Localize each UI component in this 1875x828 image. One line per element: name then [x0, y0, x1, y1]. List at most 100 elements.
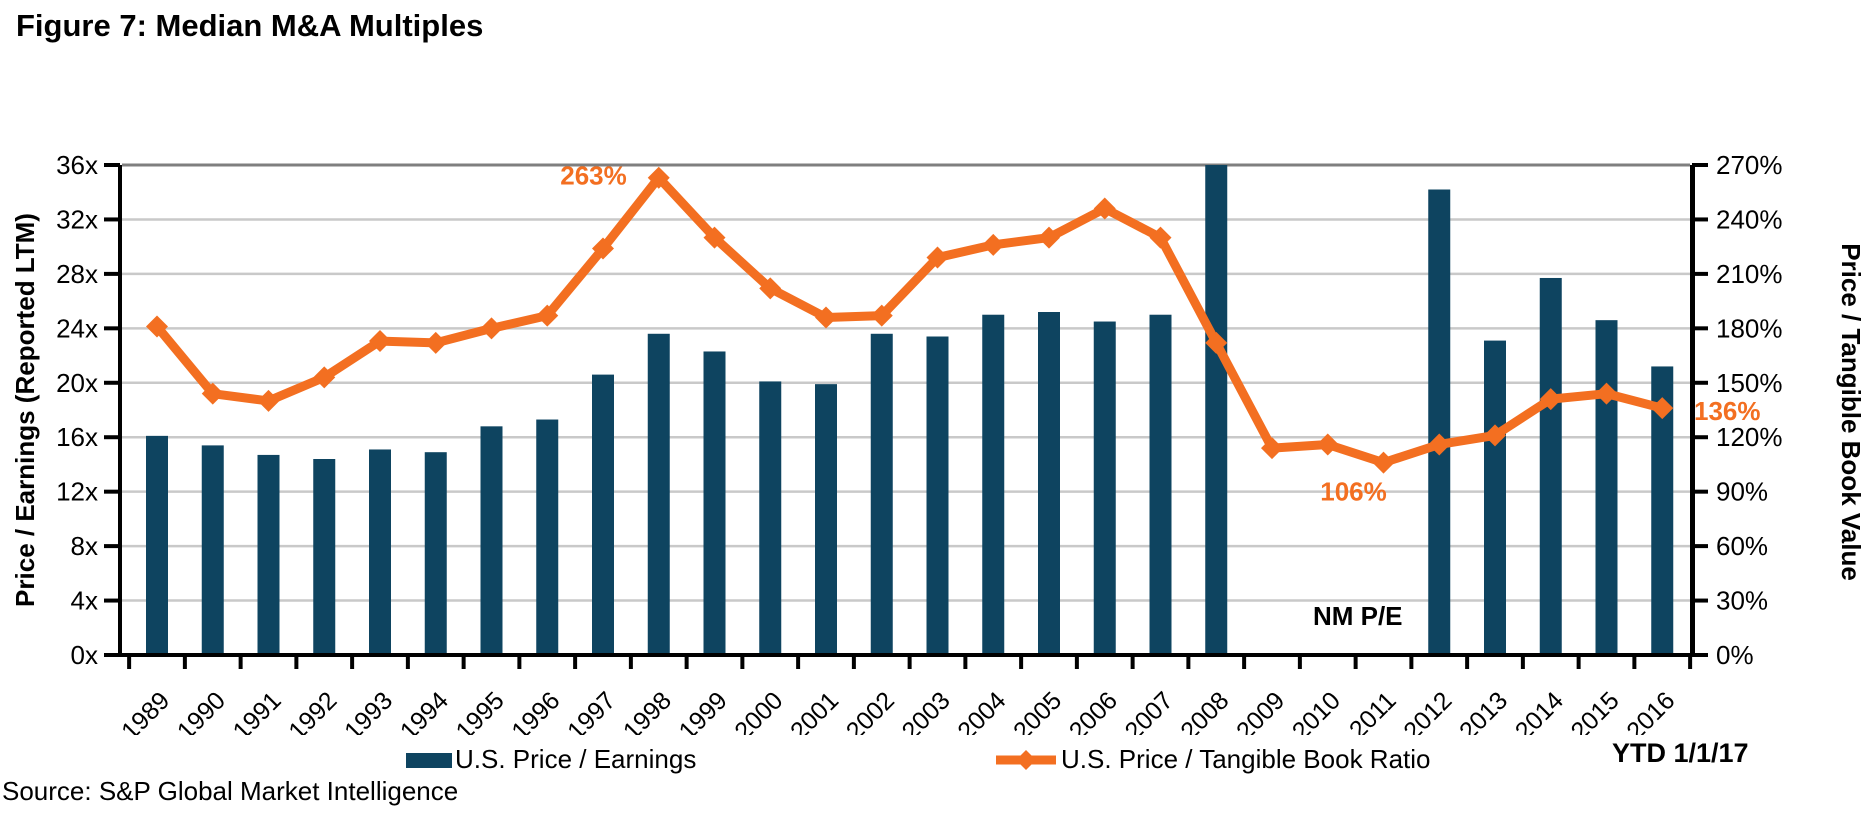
line-marker-1989	[146, 315, 168, 338]
line-marker-2006	[1093, 197, 1116, 220]
x-axis-year-label: 2016	[1621, 686, 1680, 735]
left-axis-tick-label: 8x	[71, 531, 98, 561]
x-axis-year-label: 2011	[1344, 686, 1402, 735]
x-axis-year-label: 2009	[1231, 686, 1290, 735]
right-axis-tick-label: 210%	[1716, 259, 1783, 289]
bar-2016	[1651, 366, 1674, 655]
bar-2012	[1428, 189, 1451, 655]
x-axis-year-label: 2000	[729, 686, 788, 735]
x-axis-year-label: 2008	[1175, 686, 1234, 735]
right-axis-title: Price / Tangible Book Value	[1836, 243, 1866, 581]
x-axis-year-label: 1997	[562, 686, 621, 735]
x-axis-year-label: 1994	[395, 686, 454, 735]
line-marker-2002	[870, 304, 893, 327]
line-marker-2001	[815, 306, 837, 329]
x-axis-year-label: 2015	[1566, 686, 1625, 735]
bar-1990	[201, 445, 224, 655]
bar-2000	[759, 381, 782, 655]
bar-1999	[703, 351, 726, 655]
tangible-book-line	[153, 173, 1664, 468]
bar-1997	[592, 374, 614, 655]
x-axis-year-label: 2007	[1120, 686, 1179, 735]
line-marker-2000	[759, 277, 782, 300]
right-axis-tick-label: 180%	[1716, 313, 1783, 343]
annotation-trough-value: 106%	[1320, 477, 1387, 507]
line-marker-1991	[257, 389, 280, 412]
figure-title: Figure 7: Median M&A Multiples	[16, 8, 484, 43]
right-axis-tick-label: 150%	[1716, 368, 1783, 398]
bar-1994	[424, 452, 447, 655]
bar-2004	[982, 314, 1005, 655]
line-marker-1993	[369, 330, 391, 353]
left-axis-tick-label: 28x	[56, 259, 98, 289]
bar-1995	[480, 426, 503, 655]
right-axis-tick-label: 0%	[1716, 640, 1754, 670]
bar-2015	[1595, 320, 1618, 655]
right-axis-tick-label: 270%	[1716, 150, 1783, 180]
x-axis-year-label: 2013	[1454, 686, 1513, 735]
bar-2014	[1539, 277, 1562, 655]
bar-2013	[1484, 340, 1506, 655]
line-marker-2003	[926, 246, 949, 269]
x-axis-year-label: 2003	[897, 686, 956, 735]
source-attribution: Source: S&P Global Market Intelligence	[2, 776, 459, 806]
line-marker-1990	[201, 382, 224, 405]
bar-2001	[815, 384, 837, 655]
x-axis-year-label: 1993	[339, 686, 398, 735]
left-axis-tick-label: 4x	[71, 586, 98, 616]
line-series-label: U.S. Price / Tangible Book Ratio	[1061, 744, 1431, 774]
x-axis-year-label: 1998	[618, 686, 677, 735]
left-axis-tick-label: 0x	[71, 640, 98, 670]
x-axis-spine	[116, 653, 1696, 657]
left-axis-tick-label: 20x	[56, 368, 98, 398]
x-axis-year-label: 1989	[116, 686, 175, 735]
left-axis-tick-label: 24x	[56, 313, 98, 343]
x-axis-year-label: 2014	[1510, 686, 1569, 735]
bar-1991	[257, 454, 280, 655]
x-axis-year-label: 2002	[841, 686, 900, 735]
x-axis-year-label: 1996	[506, 686, 565, 735]
legend-item-price-earnings: U.S. Price / Earnings	[406, 744, 696, 775]
annotation-peak-value: 263%	[560, 161, 627, 191]
annotation-nm-pe: NM P/E	[1313, 601, 1403, 631]
line-marker-1992	[313, 366, 336, 389]
bar-2008	[1205, 165, 1228, 655]
line-marker-1995	[480, 317, 503, 340]
left-axis-title: Price / Earnings (Reported LTM)	[10, 213, 40, 607]
right-axis-tick-label: 120%	[1716, 422, 1783, 452]
line-marker-2016	[1651, 397, 1674, 420]
line-marker-2014	[1539, 388, 1562, 411]
right-axis-tick-label: 90%	[1716, 477, 1768, 507]
right-axis-spine	[1690, 165, 1695, 655]
left-axis-tick-label: 32x	[56, 204, 98, 234]
bar-series-label: U.S. Price / Earnings	[455, 744, 697, 774]
bar-2007	[1149, 314, 1172, 655]
line-marker-2010	[1316, 433, 1339, 456]
bar-2005	[1038, 312, 1060, 655]
bar-1998	[647, 333, 670, 655]
line-marker-2007	[1149, 226, 1172, 249]
bar-1993	[369, 449, 391, 655]
x-axis-year-label: 1999	[674, 686, 733, 735]
line-marker-1996	[536, 304, 559, 327]
line-marker-2015	[1595, 382, 1618, 405]
line-marker-1997	[592, 237, 614, 260]
left-axis-tick-label: 16x	[56, 422, 98, 452]
line-marker-2013	[1484, 424, 1506, 447]
bar-1996	[536, 419, 559, 655]
x-axis-year-label: 1991	[228, 686, 287, 735]
ytd-note: YTD 1/1/17	[1612, 738, 1749, 768]
line-marker-2008	[1205, 331, 1228, 354]
right-axis-tick-label: 60%	[1716, 531, 1768, 561]
line-series-swatch	[996, 749, 1056, 770]
bar-1992	[313, 459, 336, 655]
line-marker-2012	[1428, 433, 1451, 456]
legend-item-tangible-book: U.S. Price / Tangible Book Ratio	[994, 744, 1430, 775]
bar-series-swatch	[406, 753, 452, 768]
x-axis-year-label: 2012	[1398, 686, 1457, 735]
line-marker-1998	[647, 166, 670, 189]
bar-2002	[870, 333, 893, 655]
right-axis-tick-label: 240%	[1716, 204, 1783, 234]
line-marker-2005	[1038, 226, 1060, 249]
